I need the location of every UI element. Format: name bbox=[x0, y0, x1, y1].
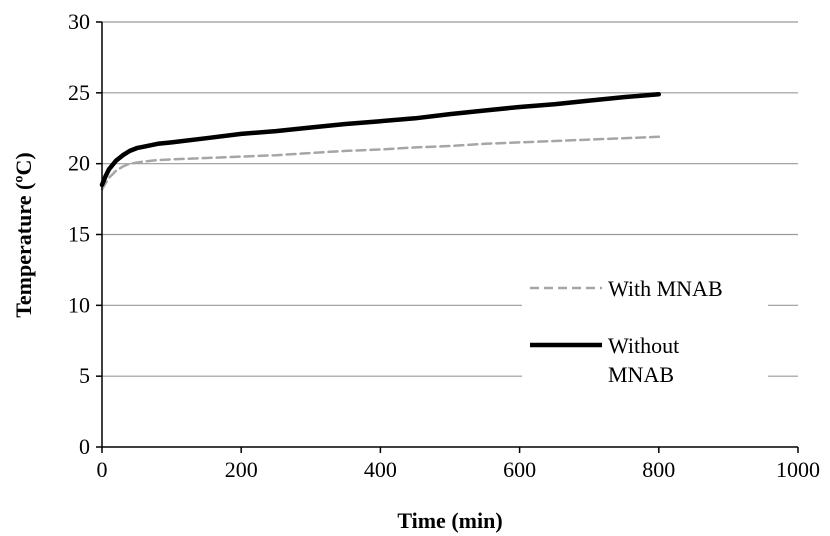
series-line-without-mnab bbox=[99, 92, 662, 188]
x-axis-title: Time (min) bbox=[397, 508, 502, 533]
y-tick-label: 10 bbox=[68, 292, 90, 317]
legend: With MNAB Without MNAB bbox=[522, 268, 768, 404]
y-tick-labels: 0 5 10 15 20 25 30 bbox=[68, 9, 102, 459]
series-group bbox=[99, 92, 662, 191]
y-tick-label: 0 bbox=[79, 434, 90, 459]
y-tick-label: 25 bbox=[68, 80, 90, 105]
x-tick-label: 800 bbox=[642, 457, 675, 482]
y-tick-label: 15 bbox=[68, 222, 90, 247]
y-tick-label: 30 bbox=[68, 9, 90, 34]
y-tick-label: 20 bbox=[68, 151, 90, 176]
series-line-with-mnab bbox=[100, 135, 661, 191]
x-tick-label: 200 bbox=[225, 457, 258, 482]
x-tick-labels: 0 200 400 600 800 1000 bbox=[97, 447, 820, 482]
x-tick-label: 600 bbox=[503, 457, 536, 482]
legend-label: MNAB bbox=[608, 362, 674, 387]
legend-label: Without bbox=[608, 333, 679, 358]
x-tick-label: 400 bbox=[364, 457, 397, 482]
legend-box bbox=[522, 268, 768, 404]
x-tick-label: 0 bbox=[97, 457, 108, 482]
y-axis-title: Temperature (ºC) bbox=[11, 152, 36, 318]
x-tick-label: 1000 bbox=[776, 457, 820, 482]
y-tick-label: 5 bbox=[79, 363, 90, 388]
legend-label: With MNAB bbox=[608, 276, 723, 301]
